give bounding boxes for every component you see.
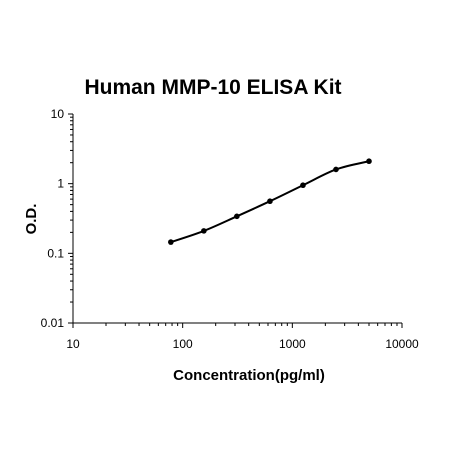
data-point — [201, 228, 207, 234]
ticks: 10 100 1000 10000 0.01 0.1 1 10 — [41, 107, 419, 351]
x-tick-label: 10000 — [385, 337, 419, 351]
data-point — [168, 239, 174, 245]
y-tick-label: 1 — [57, 177, 64, 191]
y-tick-label: 10 — [51, 107, 65, 121]
y-axis-label: O.D. — [23, 204, 40, 235]
data-point — [366, 158, 372, 165]
x-tick-label: 1000 — [279, 337, 306, 351]
x-tick-label: 10 — [66, 337, 80, 351]
data-points — [168, 158, 372, 245]
y-tick-label: 0.1 — [47, 246, 64, 260]
data-point — [234, 213, 240, 220]
data-point — [300, 182, 306, 189]
data-point — [267, 198, 273, 205]
x-axis-label: Concentration(pg/ml) — [173, 367, 325, 384]
x-tick-label: 100 — [173, 337, 193, 351]
chart-title: Human MMP-10 ELISA Kit — [84, 76, 341, 99]
axes — [72, 114, 402, 324]
y-tick-label: 0.01 — [41, 316, 65, 330]
data-point — [333, 166, 339, 173]
